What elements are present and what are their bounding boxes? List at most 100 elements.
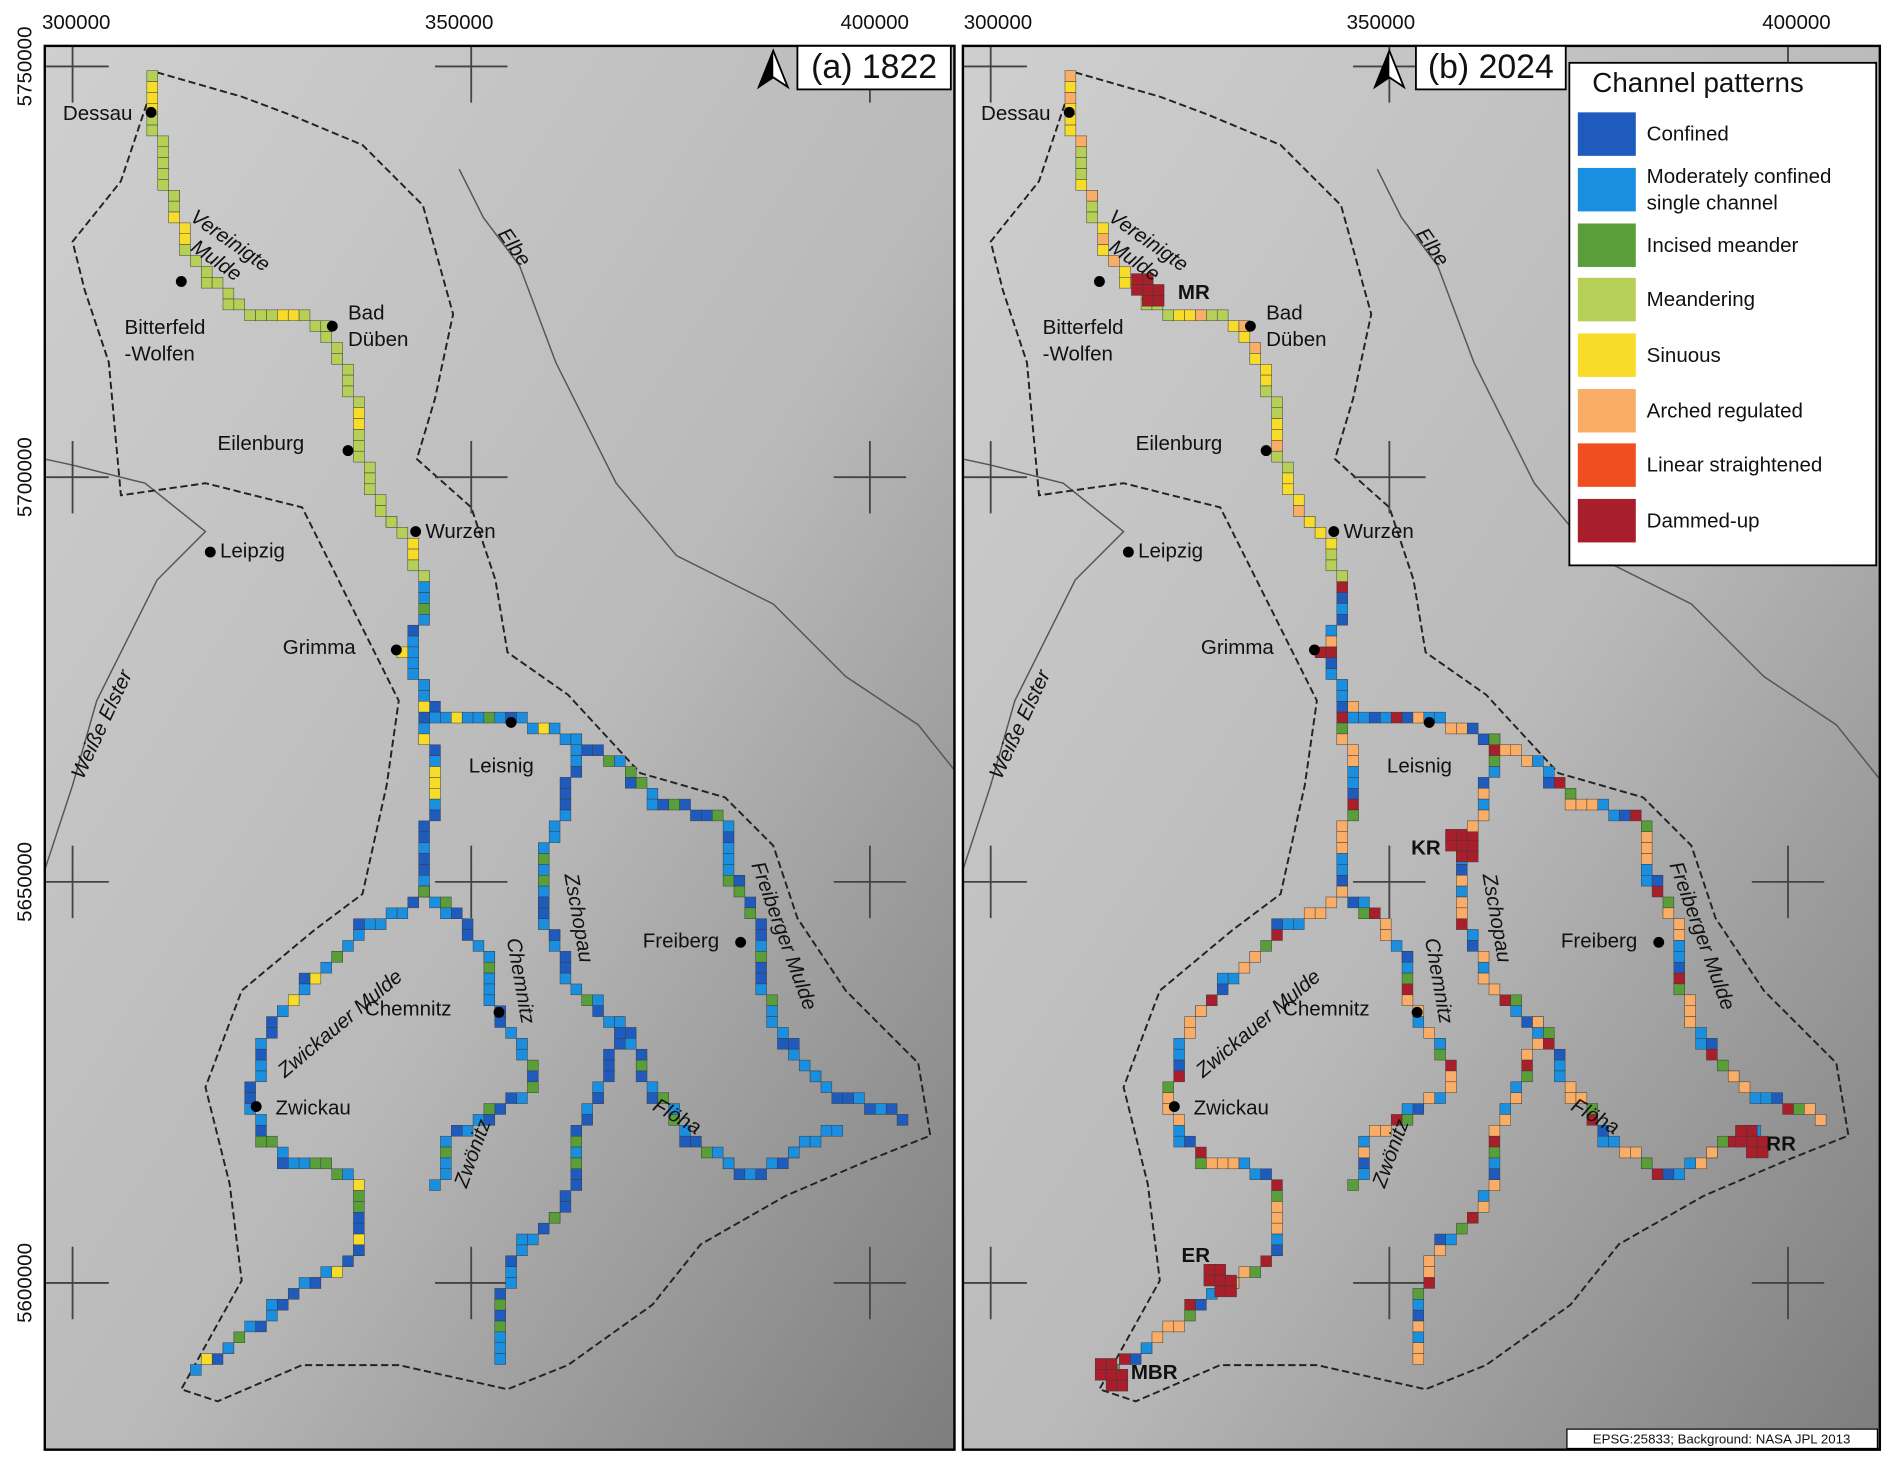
channel-cell <box>1619 1146 1631 1159</box>
channel-cell <box>1075 179 1087 191</box>
channel-cell <box>798 1059 811 1072</box>
legend-label: Moderately confined <box>1647 165 1832 188</box>
river-line <box>1376 168 1880 781</box>
channel-cell <box>1456 918 1468 930</box>
channel-cell <box>472 711 485 724</box>
channel-cell <box>1434 1233 1446 1246</box>
channel-cell <box>1195 1157 1207 1170</box>
channel-cell <box>1358 1135 1370 1148</box>
channel-cell <box>1216 309 1229 321</box>
channel-cell <box>1336 711 1348 724</box>
channel-cell <box>1097 244 1109 256</box>
channel-cell <box>494 1103 506 1115</box>
channel-cell <box>1347 766 1359 778</box>
channel-cell <box>157 157 169 169</box>
channel-cell <box>635 1059 648 1072</box>
legend-swatch <box>1577 167 1636 212</box>
dammed-cell <box>1225 1274 1237 1287</box>
legend-label: Linear straightened <box>1647 454 1823 477</box>
channel-cell <box>1238 961 1251 974</box>
place-label: Leipzig <box>1138 540 1203 563</box>
channel-cell <box>570 983 583 996</box>
place-label: Zwickau <box>276 1096 351 1119</box>
grid-cross <box>434 45 508 103</box>
channel-cell <box>1325 668 1338 680</box>
channel-cell <box>755 972 767 985</box>
town-marker <box>342 445 354 457</box>
channel-cell <box>342 363 354 376</box>
channel-cell <box>353 918 365 930</box>
channel-cell <box>374 505 387 517</box>
channel-cell <box>516 1048 528 1061</box>
channel-cell <box>1184 309 1196 321</box>
channel-cell <box>1162 309 1174 321</box>
channel-cell <box>1412 1320 1425 1333</box>
x-coordinate-label: 300000 <box>42 11 110 34</box>
channel-cell <box>309 972 322 985</box>
x-coordinate-label: 350000 <box>425 11 493 34</box>
channel-cell <box>1097 233 1109 245</box>
channel-cell <box>1695 1027 1707 1039</box>
channel-cell <box>527 1070 539 1083</box>
channel-cell <box>1064 70 1077 82</box>
channel-cell <box>298 983 311 996</box>
channel-cell <box>538 907 550 919</box>
channel-cell <box>1195 1005 1207 1017</box>
channel-cell <box>418 614 430 626</box>
channel-cell <box>353 450 365 463</box>
channel-cell <box>559 951 572 963</box>
town-marker <box>1411 1006 1423 1018</box>
channel-cell <box>548 1212 561 1224</box>
channel-cell <box>1260 1255 1272 1267</box>
channel-cell <box>1380 929 1392 941</box>
channel-cell <box>733 1168 746 1180</box>
channel-cell <box>548 820 561 832</box>
legend-label: Meandering <box>1647 288 1755 311</box>
channel-cell <box>1314 527 1327 539</box>
channel-cell <box>1673 929 1685 941</box>
channel-cell <box>353 440 365 452</box>
channel-cell <box>538 896 550 909</box>
channel-cell <box>1336 722 1348 735</box>
dammed-cell <box>1214 1263 1226 1276</box>
channel-cell <box>342 940 354 952</box>
channel-cell <box>1325 635 1338 648</box>
channel-cell <box>1651 1168 1664 1180</box>
channel-cell <box>440 711 452 724</box>
channel-cell <box>374 918 387 930</box>
panel-title-box <box>1415 45 1567 91</box>
channel-cell <box>1782 1103 1794 1115</box>
channel-cell <box>1467 929 1479 941</box>
channel-cell <box>1390 940 1403 952</box>
place-label: Bad <box>1266 302 1303 325</box>
channel-cell <box>298 1157 311 1170</box>
channel-cell <box>1456 722 1468 735</box>
dammed-cell <box>1735 1125 1747 1137</box>
dammed-cell <box>1214 1285 1226 1298</box>
north-arrow-half <box>758 50 774 87</box>
channel-cell <box>1336 592 1348 604</box>
channel-cell <box>1380 918 1392 930</box>
channel-cell <box>635 777 648 789</box>
channel-cell <box>418 853 430 865</box>
channel-cell <box>1086 211 1098 224</box>
channel-cell <box>418 722 430 735</box>
channel-cell <box>1423 1027 1435 1039</box>
place-label: Eilenburg <box>218 432 305 455</box>
channel-cell <box>266 1135 278 1148</box>
town-marker <box>204 546 216 558</box>
channel-cell <box>1271 918 1283 930</box>
channel-cell <box>353 418 365 430</box>
channel-cell <box>157 168 169 180</box>
channel-cell <box>309 1277 322 1289</box>
channel-cell <box>353 1212 365 1224</box>
channel-cell <box>1543 766 1555 778</box>
reach-label: ER <box>1182 1244 1211 1267</box>
channel-cell <box>1445 1233 1457 1246</box>
channel-cell <box>1477 809 1490 822</box>
channel-cell <box>494 1299 506 1311</box>
legend-swatch <box>1577 498 1636 543</box>
grid-cross <box>962 440 1027 514</box>
channel-cell <box>1488 1168 1501 1180</box>
channel-cell <box>733 874 746 887</box>
